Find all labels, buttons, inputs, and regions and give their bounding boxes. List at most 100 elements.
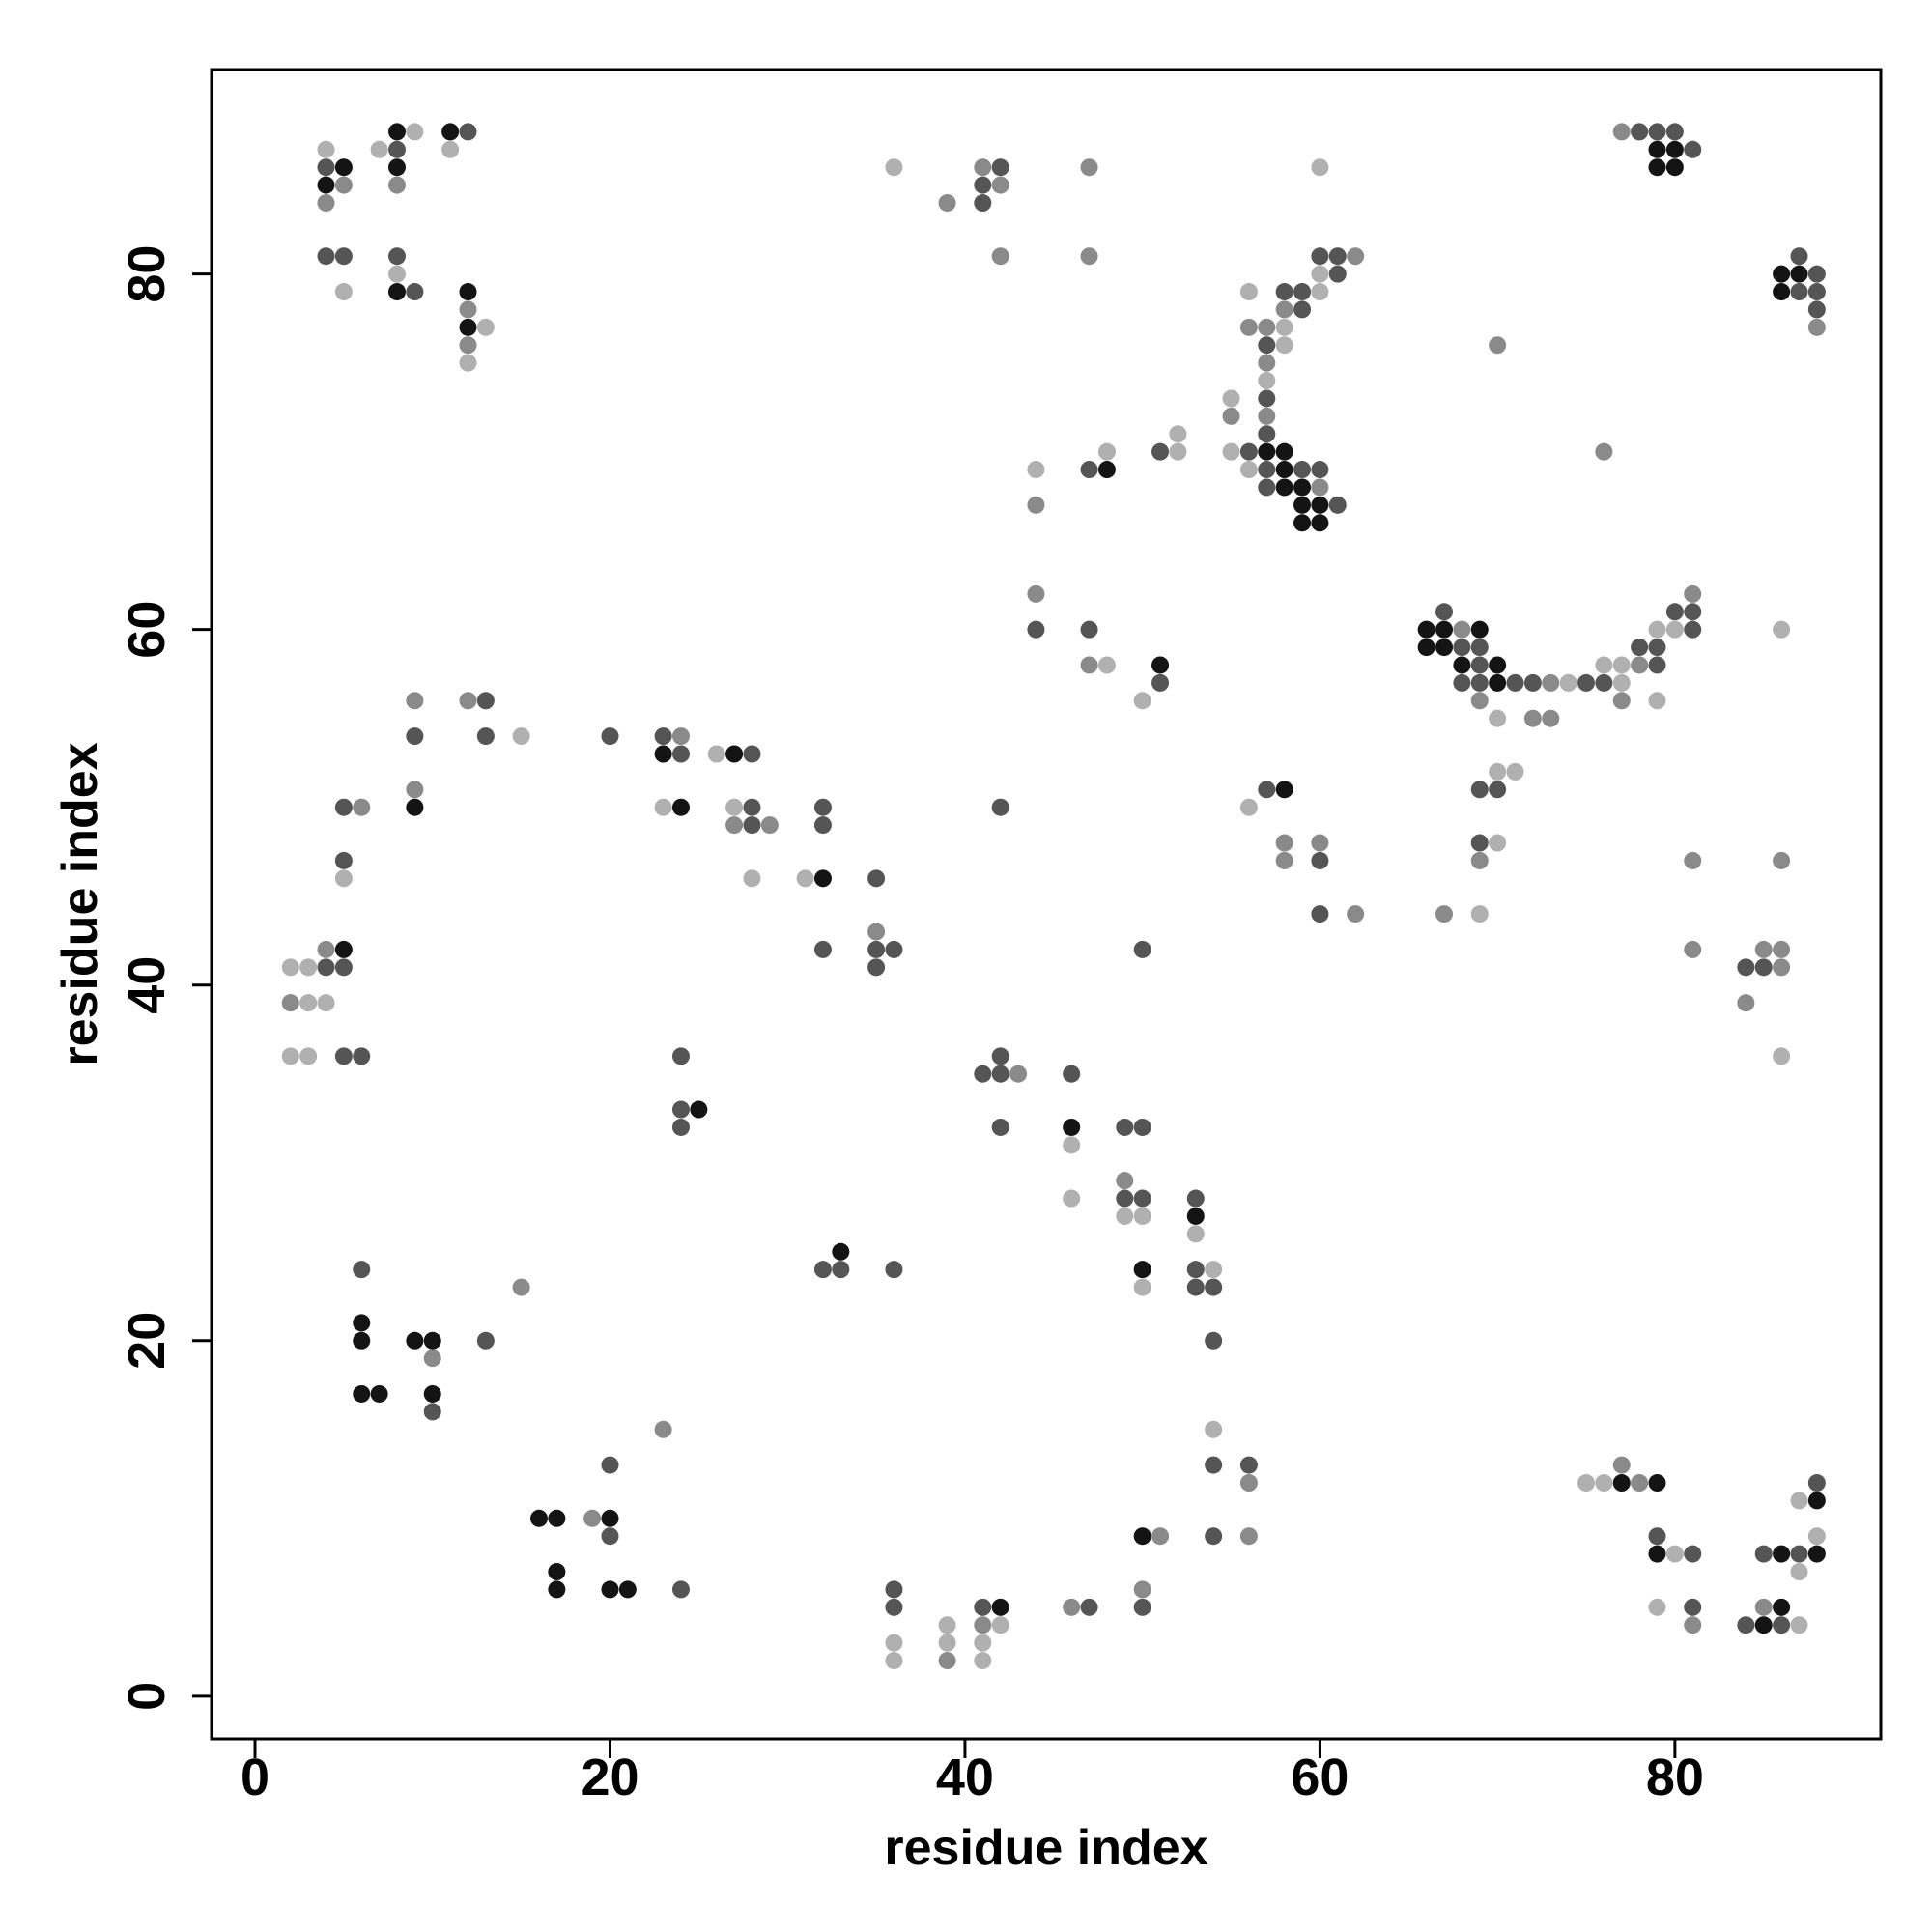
contact-point: [459, 300, 477, 319]
contact-point: [1435, 639, 1454, 657]
contact-point: [1470, 692, 1489, 710]
contact-point: [938, 1616, 956, 1634]
contact-point: [1027, 461, 1045, 479]
contact-point: [1186, 1207, 1205, 1225]
contact-point: [1684, 1598, 1702, 1616]
contact-point: [991, 1616, 1009, 1634]
contact-point: [1489, 781, 1507, 799]
y-tick-label: 20: [118, 1312, 176, 1370]
contact-point: [1347, 905, 1365, 923]
contact-point: [1133, 692, 1151, 710]
contact-point: [1080, 656, 1098, 674]
contact-point: [1470, 905, 1489, 923]
contact-point: [1807, 300, 1826, 319]
contact-point: [813, 816, 832, 835]
contact-point: [1754, 1616, 1773, 1634]
contact-point: [1080, 158, 1098, 177]
contact-point: [1293, 283, 1312, 301]
contact-point: [1648, 1527, 1666, 1546]
contact-point: [1133, 1598, 1151, 1616]
contact-point: [334, 176, 353, 194]
contact-point: [317, 958, 335, 977]
contact-point: [1773, 1545, 1791, 1563]
contact-point: [1612, 123, 1631, 141]
contact-point: [654, 745, 672, 763]
contact-point: [760, 816, 779, 835]
contact-point: [601, 727, 619, 746]
contact-point: [459, 354, 477, 372]
plot-frame: [210, 68, 1883, 1741]
contact-point: [1807, 1492, 1826, 1510]
contact-point: [991, 1118, 1009, 1136]
contact-point: [529, 1509, 548, 1527]
contact-point: [974, 1652, 992, 1670]
contact-point: [601, 1527, 619, 1546]
contact-point: [938, 1652, 956, 1670]
contact-point: [299, 1047, 318, 1065]
contact-point: [1097, 656, 1116, 674]
contact-point: [1737, 1616, 1755, 1634]
contact-point: [813, 798, 832, 816]
contact-point: [1258, 781, 1276, 799]
contact-point: [388, 283, 406, 301]
contact-point: [991, 158, 1009, 177]
contact-point: [725, 745, 744, 763]
contact-point: [1239, 442, 1258, 461]
contact-point: [1435, 620, 1454, 639]
contact-point: [1258, 336, 1276, 355]
contact-point: [1684, 1545, 1702, 1563]
contact-point: [671, 1047, 690, 1065]
contact-point: [1453, 639, 1471, 657]
contact-point: [1435, 905, 1454, 923]
contact-point: [370, 1384, 388, 1403]
contact-point: [406, 727, 424, 746]
contact-point: [1186, 1278, 1205, 1296]
contact-point: [317, 247, 335, 266]
contact-point: [1133, 1278, 1151, 1296]
contact-point: [867, 958, 886, 977]
contact-point: [1648, 1474, 1666, 1492]
contact-point: [1577, 1474, 1596, 1492]
contact-point: [1665, 620, 1684, 639]
contact-point: [618, 1580, 637, 1599]
contact-point: [1275, 834, 1293, 852]
contact-point: [1807, 318, 1826, 336]
contact-point: [1737, 958, 1755, 977]
contact-point: [1027, 584, 1045, 603]
contact-point: [974, 1065, 992, 1083]
contact-point: [1489, 336, 1507, 355]
contact-point: [476, 692, 495, 710]
contact-point: [1258, 461, 1276, 479]
contact-point: [1275, 781, 1293, 799]
contact-point: [423, 1350, 441, 1368]
contact-point: [1097, 442, 1116, 461]
contact-point: [867, 940, 886, 958]
contact-point: [938, 1634, 956, 1652]
y-tick-label: 80: [118, 245, 176, 303]
contact-point: [1631, 639, 1649, 657]
contact-point: [832, 1261, 850, 1279]
contact-point: [1595, 673, 1613, 692]
contact-point: [1665, 603, 1684, 621]
contact-point: [1612, 673, 1631, 692]
contact-point: [1027, 496, 1045, 514]
contact-point: [867, 923, 886, 941]
x-tick-label: 0: [241, 1748, 270, 1806]
contact-point: [1631, 123, 1649, 141]
contact-point: [601, 1580, 619, 1599]
contact-point: [725, 798, 744, 816]
contact-point: [1506, 762, 1524, 781]
contact-point: [1097, 461, 1116, 479]
contact-point: [991, 798, 1009, 816]
contact-point: [1311, 851, 1329, 869]
y-tick-label: 40: [118, 956, 176, 1014]
contact-point: [1293, 496, 1312, 514]
contact-point: [1328, 247, 1347, 266]
contact-point: [1612, 1474, 1631, 1492]
contact-point: [1595, 442, 1613, 461]
contact-point: [1453, 656, 1471, 674]
contact-point: [1754, 1545, 1773, 1563]
contact-point: [1116, 1118, 1134, 1136]
contact-point: [1063, 1598, 1081, 1616]
contact-point: [743, 869, 761, 888]
